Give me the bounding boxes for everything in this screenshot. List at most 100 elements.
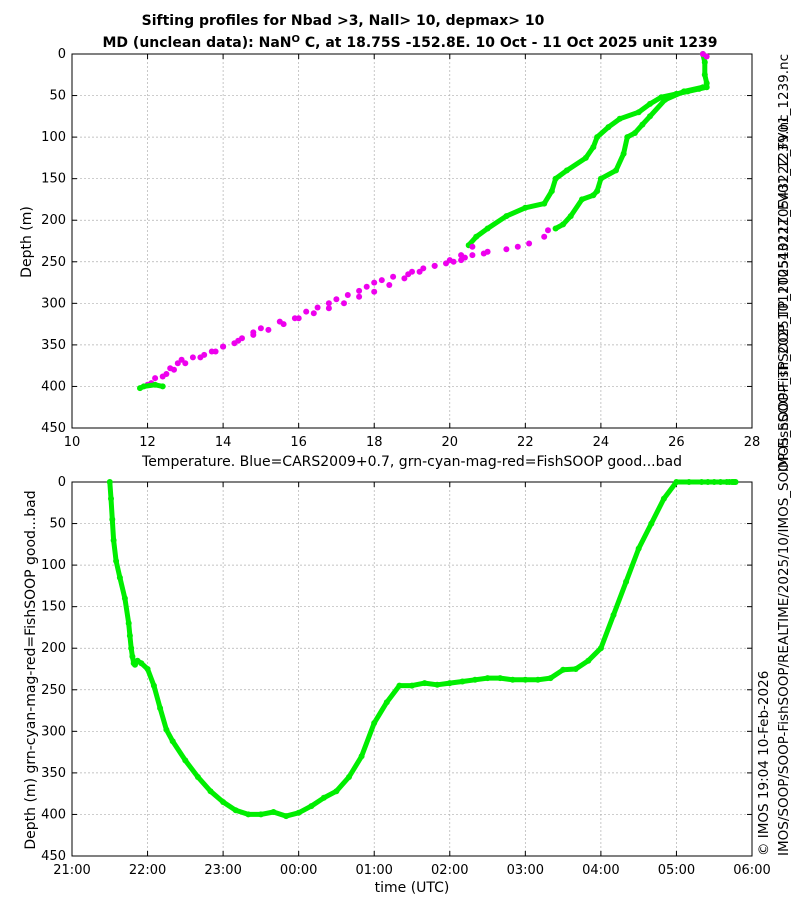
bottom-data-point: [232, 807, 239, 814]
bottom-data-point: [220, 799, 227, 805]
bottom-data-point: [597, 645, 604, 652]
top-data-point: [701, 71, 708, 78]
top-data-point: [314, 304, 321, 311]
top-data-point: [590, 192, 597, 199]
bottom-data-point: [320, 794, 327, 801]
top-xtick-label: 26: [668, 435, 685, 450]
bottom-data-point: [121, 595, 128, 602]
top-data-point: [371, 288, 378, 295]
bottom-data-point: [144, 666, 151, 672]
bottom-data-point: [358, 753, 365, 760]
side-filename-label: IMOS_SOOP-FishSOOP_TP_20251011T054322Z_F…: [776, 54, 792, 472]
bottom-y-axis-label: Depth (m) grn-cyan-mag-red=FishSOOP good…: [23, 490, 39, 849]
bottom-series-line: [107, 479, 739, 819]
top-data-point: [356, 293, 363, 300]
top-data-point: [458, 257, 465, 264]
bottom-xtick-label: 04:00: [582, 863, 619, 878]
top-series-3: [148, 243, 476, 387]
top-ytick-label: 200: [41, 213, 66, 228]
bottom-data-point: [547, 675, 554, 682]
top-ytick-label: 450: [41, 421, 66, 436]
bottom-ytick-label: 50: [49, 517, 66, 532]
top-ytick-label: 150: [41, 172, 66, 187]
top-data-point: [560, 221, 567, 228]
top-data-point: [182, 360, 189, 367]
top-data-point: [310, 310, 317, 317]
top-data-point: [469, 243, 476, 250]
bottom-data-point: [704, 479, 711, 485]
side-copyright-label: © IMOS 19:04 10-Feb-2026: [756, 671, 772, 856]
top-data-point: [140, 383, 147, 390]
top-data-point: [624, 134, 631, 141]
top-data-point: [469, 252, 476, 259]
bottom-xtick-label: 02:00: [431, 863, 468, 878]
top-data-point: [386, 282, 393, 288]
bottom-data-point: [106, 479, 113, 485]
bottom-data-point: [129, 653, 136, 660]
bottom-y-ticks: 0 50 100 150 200 250 300 350 400 450: [41, 475, 752, 864]
bottom-data-point: [194, 774, 201, 780]
top-data-point: [552, 175, 559, 182]
bottom-data-point: [138, 660, 145, 667]
top-data-point: [597, 175, 604, 182]
top-data-point: [159, 383, 166, 390]
top-data-point: [703, 80, 710, 87]
bottom-x-ticks: 21:00 22:00 23:00 00:00 01:00 02:00 03:00 04:00…: [53, 482, 771, 878]
top-data-point: [235, 337, 242, 344]
top-data-point: [567, 213, 574, 220]
bottom-data-point: [308, 803, 315, 810]
top-data-point: [545, 227, 551, 234]
top-data-point: [265, 326, 272, 333]
top-data-point: [526, 240, 533, 247]
bottom-chart: 0 50 100 150 200 250 300 350 400 450 21:00 22:00 23…: [23, 475, 771, 896]
bottom-data-point: [163, 726, 170, 733]
bottom-data-point: [472, 676, 478, 683]
bottom-data-point: [421, 680, 428, 687]
top-series: [137, 51, 710, 392]
top-data-point: [390, 273, 397, 280]
top-series-line: [553, 84, 706, 231]
top-series-0: [465, 51, 710, 249]
bottom-data-point: [283, 813, 290, 820]
top-data-point: [159, 373, 166, 380]
bottom-xtick-label: 01:00: [355, 863, 392, 878]
top-ytick-label: 0: [58, 47, 66, 62]
top-xtick-label: 10: [64, 435, 81, 450]
top-data-point: [152, 375, 159, 382]
bottom-data-point: [270, 809, 277, 815]
top-data-point: [605, 124, 612, 131]
bottom-data-point: [585, 657, 592, 664]
top-y-axis-label: Depth (m): [19, 206, 35, 278]
top-data-point: [541, 233, 548, 240]
bottom-data-point: [434, 681, 441, 688]
top-ytick-label: 300: [41, 296, 66, 311]
bottom-data-point: [245, 811, 252, 818]
top-xtick-label: 18: [366, 435, 383, 450]
top-x-ticks: 10 12 14 16 18 20 22 24 26 28: [64, 54, 760, 450]
top-data-point: [503, 246, 510, 253]
bottom-data-point: [459, 678, 466, 685]
bottom-data-point: [207, 788, 214, 795]
bottom-xtick-label: 22:00: [129, 863, 166, 878]
bottom-data-point: [698, 479, 705, 485]
bottom-data-point: [711, 479, 718, 485]
top-data-point: [635, 109, 642, 116]
top-data-point: [473, 233, 480, 240]
top-data-point: [371, 279, 378, 286]
bottom-ytick-label: 400: [41, 807, 66, 822]
bottom-grid: [72, 482, 752, 856]
bottom-data-point: [108, 495, 114, 502]
top-data-point: [295, 315, 302, 322]
top-data-point: [703, 53, 710, 60]
bottom-data-point: [346, 774, 352, 780]
top-chart: 0 50 100 150 200 250 300 350 400 450 10 12 14 16 18 20…: [19, 47, 760, 470]
top-data-point: [563, 167, 570, 174]
bottom-data-point: [409, 682, 415, 689]
top-data-point: [541, 200, 548, 207]
top-data-point: [480, 250, 487, 257]
bottom-data-point: [150, 682, 157, 689]
bottom-data-point: [169, 738, 176, 745]
bottom-series-0: [106, 479, 739, 820]
bottom-data-point: [497, 675, 504, 682]
